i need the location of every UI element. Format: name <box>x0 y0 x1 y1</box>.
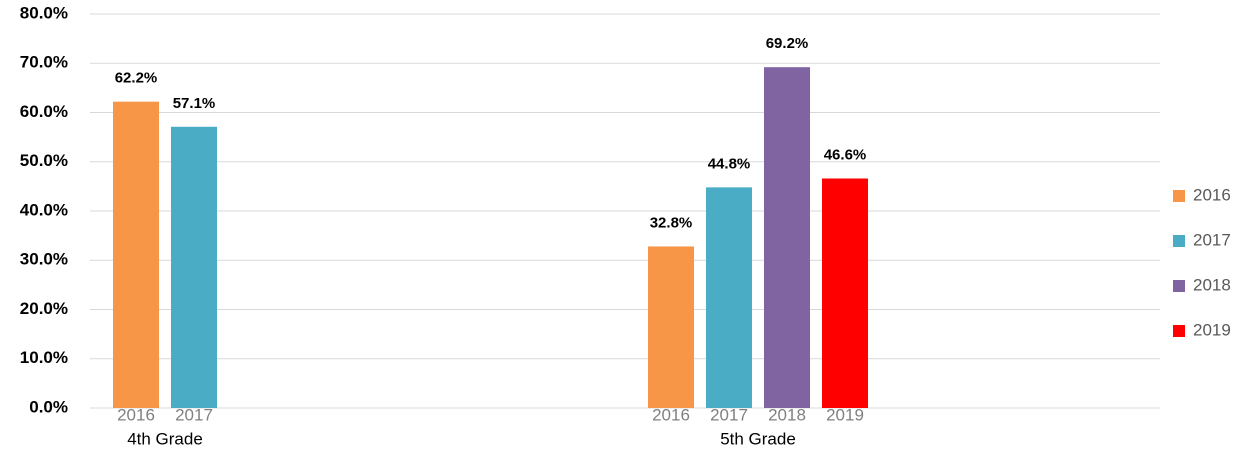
value-label: 69.2% <box>766 35 809 52</box>
sub-category-label: 2018 <box>768 405 806 424</box>
y-tick-label: 10.0% <box>20 348 68 367</box>
value-label: 57.1% <box>173 95 216 112</box>
y-tick-label: 80.0% <box>20 3 68 22</box>
bar <box>706 187 752 408</box>
y-tick-label: 0.0% <box>29 397 68 416</box>
sub-category-label: 2019 <box>826 405 864 424</box>
sub-category-label: 2016 <box>652 405 690 424</box>
legend-label: 2016 <box>1193 185 1231 204</box>
value-label: 44.8% <box>708 155 751 172</box>
legend-swatch <box>1173 325 1185 337</box>
sub-category-label: 2017 <box>710 405 748 424</box>
legend-swatch <box>1173 280 1185 292</box>
bar <box>113 101 159 408</box>
legend-swatch <box>1173 235 1185 247</box>
legend-label: 2017 <box>1193 230 1231 249</box>
x-tick-label: 5th Grade <box>720 429 796 448</box>
value-label: 62.2% <box>115 70 158 87</box>
sub-category-label: 2017 <box>175 405 213 424</box>
y-tick-label: 50.0% <box>20 151 68 170</box>
legend-swatch <box>1173 190 1185 202</box>
x-tick-label: 4th Grade <box>127 429 203 448</box>
value-label: 32.8% <box>650 214 693 231</box>
bar <box>822 178 868 408</box>
y-tick-label: 60.0% <box>20 102 68 121</box>
sub-category-label: 2016 <box>117 405 155 424</box>
legend-label: 2019 <box>1193 320 1231 339</box>
value-label: 46.6% <box>824 146 867 163</box>
legend-label: 2018 <box>1193 275 1231 294</box>
bar <box>764 67 810 408</box>
y-tick-label: 40.0% <box>20 200 68 219</box>
y-tick-label: 20.0% <box>20 299 68 318</box>
bar <box>648 246 694 408</box>
y-tick-label: 70.0% <box>20 53 68 72</box>
y-tick-label: 30.0% <box>20 250 68 269</box>
bar <box>171 126 217 408</box>
